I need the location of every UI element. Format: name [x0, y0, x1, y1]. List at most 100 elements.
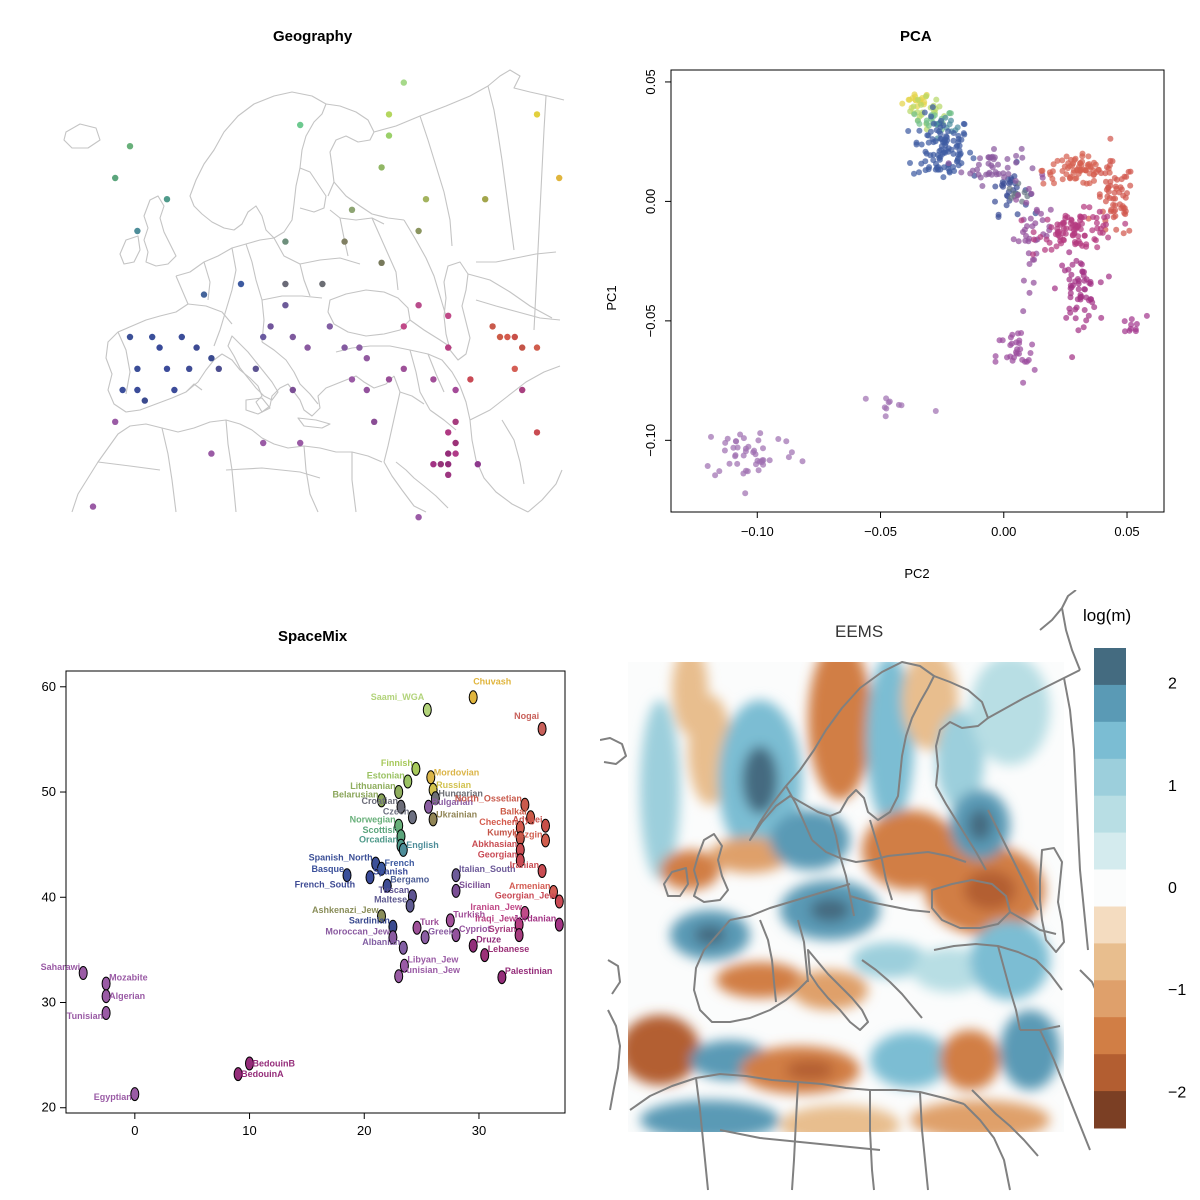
- spacemix-population-label: Spanish_North: [309, 853, 373, 863]
- pca-point: [1011, 354, 1017, 361]
- spacemix-population-label: Italian_South: [459, 864, 516, 874]
- eems-colorbar-tick-label: 1: [1168, 778, 1177, 795]
- pca-point: [1094, 244, 1101, 251]
- spacemix-population-label: Ashkenazi_Jew: [312, 905, 380, 915]
- geography-sample-point: [511, 365, 518, 372]
- spacemix-ellipse: [377, 909, 386, 924]
- spacemix-population-label: Balkar: [500, 806, 528, 816]
- pca-point: [1052, 231, 1059, 238]
- pca-point: [1073, 304, 1080, 311]
- geography-sample-point: [445, 461, 452, 468]
- pca-point: [1086, 204, 1093, 211]
- pca-point: [1023, 199, 1030, 206]
- geography-sample-point: [371, 418, 378, 425]
- spacemix-population-label: Czech: [383, 806, 410, 816]
- pca-point: [732, 452, 739, 459]
- pca-point: [1062, 212, 1069, 219]
- pca-point: [732, 438, 739, 445]
- spacemix-population-label: Abkhasian: [472, 839, 518, 849]
- pca-point: [1111, 189, 1118, 196]
- spacemix-ellipse: [526, 810, 536, 825]
- pca-point: [960, 120, 967, 127]
- pca-point: [955, 151, 962, 158]
- pca-point: [916, 169, 922, 176]
- geography-sample-point: [267, 323, 274, 330]
- pca-point: [937, 166, 944, 173]
- spacemix-ellipse: [101, 1006, 111, 1020]
- spacemix-ellipse: [377, 793, 386, 808]
- geography-sample-point: [112, 174, 119, 182]
- pca-point: [1143, 312, 1150, 319]
- geography-sample-point: [260, 439, 267, 447]
- geography-sample-point: [119, 386, 126, 394]
- eems-colorbar-bin: [1094, 943, 1126, 981]
- spacemix-population-label: Egyptian: [94, 1092, 132, 1102]
- pca-point: [1112, 195, 1119, 202]
- pca-point: [766, 457, 773, 464]
- geography-map: [63, 69, 565, 521]
- geography-sample-point: [533, 429, 541, 436]
- spacemix-ellipse: [407, 810, 417, 825]
- geography-sample-point: [282, 238, 289, 245]
- spacemix-population-label: Lezgin: [514, 829, 543, 839]
- pca-point: [1098, 170, 1105, 177]
- pca-point: [755, 437, 762, 444]
- pca-point: [1019, 154, 1026, 161]
- geography-sample-point: [297, 121, 304, 129]
- pca-point: [1060, 220, 1067, 227]
- pca-point: [923, 93, 930, 100]
- spacemix-population-label: Albanian: [362, 937, 400, 947]
- pca-point: [942, 114, 949, 121]
- spacemix-population-label: Iranian: [510, 860, 540, 870]
- pca-point: [1098, 314, 1105, 321]
- geography-sample-point: [445, 344, 452, 351]
- pca-point: [1104, 193, 1111, 200]
- pca-point: [1126, 227, 1133, 234]
- pca-point: [1071, 239, 1078, 245]
- pca-point: [996, 337, 1003, 344]
- pca-point: [945, 160, 952, 167]
- pca-point: [1124, 190, 1130, 197]
- spacemix-population-label: Norwegian: [350, 815, 396, 825]
- spacemix-ellipse: [420, 930, 430, 945]
- geography-sample-point: [356, 344, 363, 351]
- spacemix-population-label: Tuscan: [379, 885, 410, 895]
- pca-point: [1065, 266, 1072, 273]
- pca-point: [911, 111, 918, 118]
- pca-point: [1063, 153, 1070, 160]
- geography-sample-point: [186, 365, 193, 372]
- spacemix-ellipse: [451, 868, 461, 883]
- spacemix-population-label: Jordanian: [513, 914, 556, 924]
- pca-point: [1044, 216, 1051, 223]
- geography-sample-point: [533, 344, 541, 351]
- pca-point: [1060, 225, 1067, 232]
- geography-sample-point: [533, 111, 541, 118]
- pca-point: [1067, 290, 1074, 297]
- spacemix-ellipse: [497, 970, 507, 985]
- pca-point: [939, 150, 946, 157]
- pca-point: [1030, 251, 1036, 258]
- pca-point: [1117, 184, 1124, 191]
- spacemix-population-label: Saami_WGA: [371, 692, 425, 702]
- spacemix-y-tick-label: 50: [42, 784, 56, 799]
- pca-point: [938, 136, 945, 142]
- pca-point: [1081, 307, 1088, 313]
- spacemix-population-label: Sicilian: [459, 880, 491, 890]
- geography-sample-point: [467, 376, 474, 383]
- pca-point: [1107, 178, 1114, 185]
- spacemix-population-label: Greek: [428, 926, 455, 936]
- geography-sample-point: [489, 323, 496, 330]
- spacemix-ellipse: [101, 989, 111, 1004]
- pca-point: [907, 108, 914, 115]
- spacemix-ellipse: [520, 797, 530, 812]
- pca-point: [1080, 203, 1087, 210]
- geography-sample-point: [482, 196, 489, 203]
- pca-point: [992, 198, 998, 205]
- pca-point: [977, 155, 983, 162]
- pca-point: [1108, 206, 1115, 213]
- geography-sample-point: [400, 323, 407, 330]
- spacemix-population-label: French: [385, 858, 415, 868]
- pca-point: [1105, 234, 1112, 241]
- pca-point: [1074, 166, 1080, 173]
- spacemix-population-label: Lithuanian: [350, 781, 396, 791]
